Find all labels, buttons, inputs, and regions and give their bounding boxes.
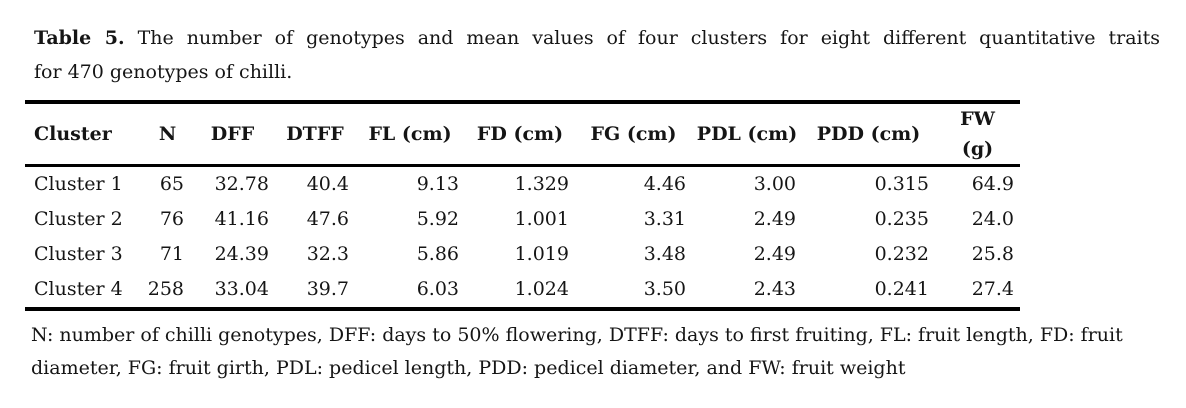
value-cell: 32.3: [306, 243, 349, 265]
row-label-cell: Cluster 1: [34, 173, 123, 195]
column-header-fl: FL (cm): [355, 102, 465, 167]
value-cell: 1.001: [514, 208, 569, 230]
data-table: Cluster N DFF DTFF FL (cm) FD (cm) FG (c…: [25, 100, 1020, 311]
footnote-line-1: N: number of chilli genotypes, DFF: days…: [31, 324, 1123, 346]
footnote-line-2: diameter, FG: fruit girth, PDL: pedicel …: [31, 357, 906, 379]
header-row: Cluster N DFF DTFF FL (cm) FD (cm) FG (c…: [25, 102, 1020, 167]
column-header-dtff: DTFF: [275, 102, 355, 167]
value-cell: 3.31: [643, 208, 686, 230]
value-cell: 1.329: [514, 173, 569, 195]
value-cell: 2.43: [753, 278, 796, 300]
value-cell: 6.03: [416, 278, 459, 300]
caption-label: Table 5.: [34, 27, 125, 49]
value-cell: 1.024: [514, 278, 569, 300]
table-row: Cluster 4 258 33.04 39.7 6.03 1.024 3.50 2.43 0.…: [25, 272, 1020, 309]
column-header-dff: DFF: [190, 102, 275, 167]
value-cell: 3.48: [643, 243, 686, 265]
value-cell: 3.00: [753, 173, 796, 195]
value-cell: 1.019: [514, 243, 569, 265]
value-cell: 4.46: [643, 173, 686, 195]
value-cell: 5.86: [416, 243, 459, 265]
value-cell: 0.235: [874, 208, 929, 230]
value-cell: 2.49: [753, 243, 796, 265]
value-cell: 40.4: [306, 173, 349, 195]
value-cell: 47.6: [306, 208, 349, 230]
value-cell: 24.39: [214, 243, 269, 265]
value-cell: 3.50: [643, 278, 686, 300]
value-cell: 39.7: [306, 278, 349, 300]
value-cell: 41.16: [214, 208, 269, 230]
value-cell: 76: [159, 208, 184, 230]
value-cell: 32.78: [214, 173, 269, 195]
column-header-fg: FG (cm): [575, 102, 692, 167]
caption-text: The number of genotypes and mean values …: [137, 27, 1160, 49]
value-cell: 0.241: [874, 278, 929, 300]
table-row: Cluster 3 71 24.39 32.3 5.86 1.019 3.48 2.49 0.2…: [25, 237, 1020, 272]
table-row: Cluster 2 76 41.16 47.6 5.92 1.001 3.31 2.49 0.2…: [25, 202, 1020, 237]
value-cell: 0.232: [874, 243, 929, 265]
value-cell: 0.315: [874, 173, 929, 195]
value-cell: 65: [159, 173, 184, 195]
column-header-n: N: [145, 102, 190, 167]
value-cell: 71: [159, 243, 184, 265]
value-cell: 64.9: [971, 173, 1014, 195]
value-cell: 27.4: [971, 278, 1014, 300]
table-row: Cluster 1 65 32.78 40.4 9.13 1.329 4.46 3.00 0.3…: [25, 166, 1020, 203]
table-footnote: N: number of chilli genotypes, DFF: days…: [31, 319, 1163, 385]
column-header-fd: FD (cm): [465, 102, 575, 167]
column-header-pdl: PDL (cm): [692, 102, 802, 167]
value-cell: 25.8: [971, 243, 1014, 265]
value-cell: 24.0: [971, 208, 1014, 230]
row-label-cell: Cluster 3: [34, 243, 123, 265]
value-cell: 33.04: [214, 278, 269, 300]
value-cell: 5.92: [416, 208, 459, 230]
value-cell: 258: [147, 278, 184, 300]
table-caption: Table 5. The number of genotypes and mea…: [34, 21, 1160, 89]
table-body: Cluster 1 65 32.78 40.4 9.13 1.329 4.46 3.00 0.3…: [25, 166, 1020, 310]
row-label-cell: Cluster 2: [34, 208, 123, 230]
column-header-fw: FW (g): [935, 102, 1020, 167]
value-cell: 9.13: [416, 173, 459, 195]
column-header-pdd: PDD (cm): [802, 102, 935, 167]
value-cell: 2.49: [753, 208, 796, 230]
caption-line-1: Table 5. The number of genotypes and mea…: [34, 21, 1160, 55]
row-label-cell: Cluster 4: [34, 278, 123, 300]
column-header-cluster: Cluster: [25, 102, 145, 167]
caption-line-2: for 470 genotypes of chilli.: [34, 61, 293, 83]
